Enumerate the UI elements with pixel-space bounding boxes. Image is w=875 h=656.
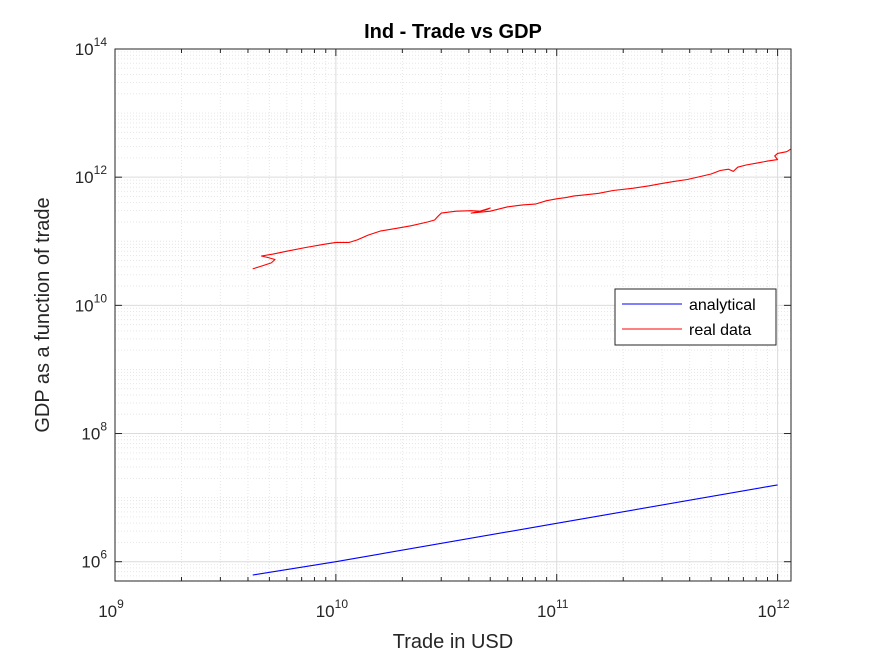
y-tick-labels: 106 108 1010 1012 1014	[75, 35, 108, 572]
chart-title: Ind - Trade vs GDP	[364, 21, 542, 43]
y-tick-label: 1010	[75, 291, 108, 315]
plot-frame	[114, 48, 792, 582]
y-tick-label: 1014	[75, 35, 108, 59]
legend-label-real-data: real data	[689, 322, 751, 339]
legend-label-analytical: analytical	[689, 297, 756, 314]
series-line-analytical	[252, 484, 778, 576]
legend: analytical real data	[614, 288, 777, 346]
y-tick-label: 108	[81, 420, 107, 444]
axis-ticks	[114, 48, 791, 581]
x-tick-label: 1010	[316, 597, 349, 621]
x-tick-label: 1011	[537, 597, 569, 621]
legend-box	[614, 288, 777, 346]
y-axis-label: GDP as a function of trade	[32, 197, 54, 432]
x-tick-label: 1012	[757, 597, 790, 621]
series-layer	[252, 148, 791, 576]
series-line-real-data	[252, 148, 791, 270]
x-tick-labels: 109 1010 1011 1012	[98, 597, 790, 621]
x-axis-label: Trade in USD	[393, 631, 513, 653]
y-tick-label: 106	[81, 548, 107, 572]
y-tick-label: 1012	[75, 163, 108, 187]
x-tick-label: 109	[98, 597, 124, 621]
